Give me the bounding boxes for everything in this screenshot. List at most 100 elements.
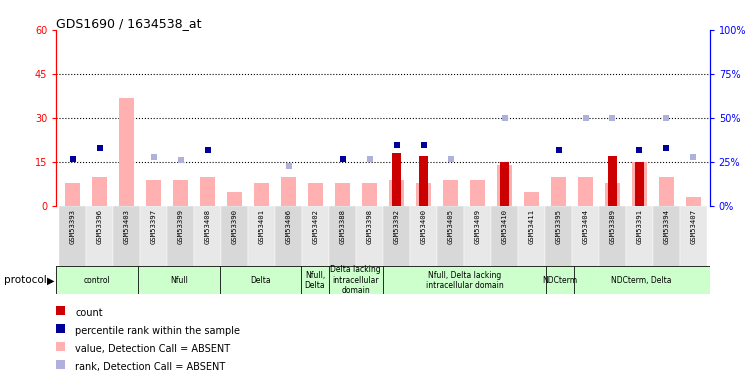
Bar [626, 206, 653, 268]
Text: GSM53393: GSM53393 [70, 209, 76, 245]
Text: GSM53403: GSM53403 [123, 209, 129, 245]
Bar [308, 183, 323, 206]
Text: GSM53408: GSM53408 [204, 209, 210, 245]
Bar [92, 177, 107, 206]
Text: GSM53406: GSM53406 [285, 209, 291, 245]
Text: GDS1690 / 1634538_at: GDS1690 / 1634538_at [56, 17, 202, 30]
Bar [56, 266, 138, 294]
Text: GSM53401: GSM53401 [258, 209, 264, 245]
Text: protocol: protocol [4, 275, 47, 285]
Bar [173, 180, 188, 206]
Bar [328, 266, 383, 294]
Bar [653, 206, 680, 268]
Bar [551, 177, 566, 206]
Bar [524, 192, 539, 206]
Bar [119, 98, 134, 206]
Bar [275, 206, 302, 268]
Text: GSM53409: GSM53409 [475, 209, 481, 245]
Text: GSM53400: GSM53400 [421, 209, 427, 245]
Text: GSM53395: GSM53395 [556, 209, 562, 245]
Bar [437, 206, 464, 268]
Text: ▶: ▶ [47, 275, 55, 285]
Text: GSM53405: GSM53405 [448, 209, 454, 245]
Bar [146, 180, 161, 206]
Bar [281, 177, 296, 206]
Bar [383, 206, 410, 268]
Text: rank, Detection Call = ABSENT: rank, Detection Call = ABSENT [75, 362, 225, 372]
Bar [138, 266, 219, 294]
Bar [65, 183, 80, 206]
Text: Nfull: Nfull [170, 276, 188, 285]
Bar [491, 206, 518, 268]
Bar [140, 206, 167, 268]
Bar [335, 183, 350, 206]
Bar [194, 206, 221, 268]
Bar [86, 206, 113, 268]
Text: Nfull,
Delta: Nfull, Delta [305, 271, 325, 290]
Bar [113, 206, 140, 268]
Bar [572, 206, 599, 268]
Text: count: count [75, 308, 103, 318]
Text: GSM53389: GSM53389 [610, 209, 616, 245]
Bar [302, 206, 329, 268]
Bar [254, 183, 269, 206]
Bar [578, 177, 593, 206]
Bar [500, 162, 508, 206]
Bar [497, 165, 512, 206]
Text: GSM53404: GSM53404 [583, 209, 589, 245]
Bar [635, 162, 644, 206]
Text: NDCterm: NDCterm [542, 276, 578, 285]
Bar [329, 206, 356, 268]
Bar [464, 206, 491, 268]
Bar [410, 206, 437, 268]
Bar [59, 206, 86, 268]
Bar [518, 206, 545, 268]
Bar [547, 266, 574, 294]
Bar [605, 183, 620, 206]
Bar [574, 266, 710, 294]
Text: GSM53407: GSM53407 [690, 209, 696, 245]
Text: value, Detection Call = ABSENT: value, Detection Call = ABSENT [75, 344, 231, 354]
Bar [416, 183, 431, 206]
Bar [470, 180, 485, 206]
Bar [632, 162, 647, 206]
Text: GSM53411: GSM53411 [529, 209, 535, 245]
Text: Nfull, Delta lacking
intracellular domain: Nfull, Delta lacking intracellular domai… [426, 271, 504, 290]
Text: control: control [84, 276, 110, 285]
Bar [248, 206, 275, 268]
Bar [599, 206, 626, 268]
Text: GSM53388: GSM53388 [339, 209, 345, 245]
Text: Delta: Delta [250, 276, 271, 285]
Text: GSM53390: GSM53390 [231, 209, 237, 245]
Bar [362, 183, 377, 206]
Bar [686, 197, 701, 206]
Text: Delta lacking
intracellular
domain: Delta lacking intracellular domain [330, 266, 381, 295]
Text: GSM53398: GSM53398 [366, 209, 372, 245]
Bar [356, 206, 383, 268]
Bar [219, 266, 301, 294]
Text: GSM53399: GSM53399 [177, 209, 183, 245]
Text: GSM53397: GSM53397 [150, 209, 156, 245]
Bar [383, 266, 547, 294]
Bar [420, 156, 427, 206]
Bar [443, 180, 458, 206]
Text: GSM53410: GSM53410 [502, 209, 508, 245]
Text: GSM53396: GSM53396 [97, 209, 103, 245]
Text: percentile rank within the sample: percentile rank within the sample [75, 326, 240, 336]
Text: NDCterm, Delta: NDCterm, Delta [611, 276, 672, 285]
Text: GSM53402: GSM53402 [312, 209, 318, 245]
Bar [393, 153, 400, 206]
Text: GSM53392: GSM53392 [394, 209, 400, 245]
Bar [545, 206, 572, 268]
Bar [227, 192, 242, 206]
Bar [389, 180, 404, 206]
Bar [680, 206, 707, 268]
Bar [221, 206, 248, 268]
Bar [200, 177, 215, 206]
Text: GSM53394: GSM53394 [663, 209, 669, 245]
Bar [301, 266, 328, 294]
Text: GSM53391: GSM53391 [637, 209, 643, 245]
Bar [167, 206, 194, 268]
Bar [659, 177, 674, 206]
Bar [608, 156, 617, 206]
